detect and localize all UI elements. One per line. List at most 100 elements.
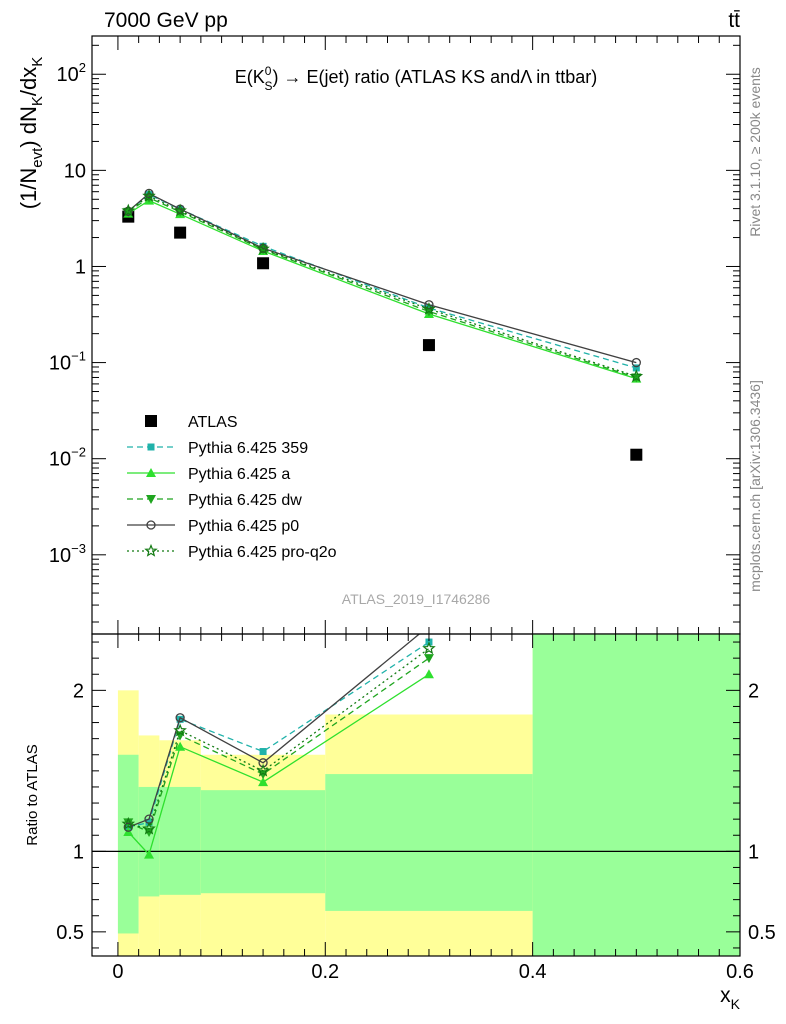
legend-label: Pythia 6.425 a bbox=[188, 466, 290, 483]
legend-label: Pythia 6.425 dw bbox=[188, 492, 302, 509]
x-tick-label: 0.4 bbox=[519, 961, 547, 983]
x-tick-label: 0 bbox=[112, 961, 123, 983]
stat-uncertainty-band bbox=[117, 754, 139, 934]
data-point bbox=[258, 245, 269, 255]
ratio-point bbox=[175, 741, 186, 751]
legend: ATLAS Pythia 6.425 359 Pythia 6.425 a Pythi… bbox=[127, 414, 337, 561]
ratio-bands bbox=[92, 634, 740, 956]
legend-marker bbox=[146, 495, 156, 504]
data-point bbox=[257, 257, 270, 270]
y-tick-label: 10 bbox=[64, 160, 86, 182]
data-point bbox=[121, 203, 136, 217]
ratio-point bbox=[259, 748, 267, 756]
main-axis-ticks: 102 10 1 10−1 10−2 10−3 bbox=[49, 36, 741, 634]
ratio-axis-ticks: 0.5 0.5 1 1 2 2 0 0.2 0.4 0.6 bbox=[56, 634, 776, 983]
legend-marker bbox=[145, 415, 157, 427]
watermark-label: ATLAS_2019_I1746286 bbox=[342, 591, 491, 607]
ratio-y-tick-label: 2 bbox=[73, 680, 84, 702]
ratio-frame bbox=[91, 633, 741, 957]
ratio-point bbox=[173, 723, 187, 737]
ratio-y-tick-label: 1 bbox=[73, 841, 84, 863]
header-right: tt̄ bbox=[728, 9, 740, 32]
series-line bbox=[127, 195, 637, 377]
chart-title: E(K0 S) → E(jet) ratio (ATLAS KS andΛ in … bbox=[235, 64, 598, 93]
legend-marker bbox=[144, 543, 158, 557]
x-tick-label: 0.6 bbox=[726, 961, 754, 983]
series-line bbox=[127, 192, 637, 364]
ratio-series-pythia-6-425-pro-q2o bbox=[121, 641, 436, 835]
ratio-point bbox=[422, 641, 436, 655]
ratio-y-tick-label-right: 2 bbox=[748, 680, 759, 702]
ratio-y-tick-label-right: 1 bbox=[748, 841, 759, 863]
data-point bbox=[629, 369, 644, 383]
legend-entry: ATLAS bbox=[145, 414, 238, 431]
data-point bbox=[142, 188, 156, 202]
ratio-panel: 0.5 0.5 1 1 2 2 0 0.2 0.4 0.6 Ratio to ATLAS xK bbox=[24, 633, 776, 1012]
series-pythia-6-425-dw bbox=[123, 193, 642, 383]
stat-uncertainty-band bbox=[200, 790, 326, 894]
series-pythia-6-425-359 bbox=[124, 191, 640, 372]
data-point bbox=[422, 339, 435, 352]
main-panel: E(K0 S) → E(jet) ratio (ATLAS KS andΛ in … bbox=[16, 35, 741, 635]
stat-uncertainty-band bbox=[138, 786, 160, 897]
stat-uncertainty-band bbox=[159, 786, 201, 895]
legend-label: ATLAS bbox=[188, 414, 238, 431]
ratio-series bbox=[121, 634, 436, 859]
legend-entry: Pythia 6.425 a bbox=[127, 466, 290, 483]
y-tick-label: 10−1 bbox=[49, 349, 86, 375]
y-axis-label: (1/Nevt) dNK/dxK bbox=[16, 57, 46, 210]
legend-entry: Pythia 6.425 pro-q2o bbox=[127, 543, 337, 561]
ratio-y-tick-label-right: 0.5 bbox=[748, 922, 776, 944]
main-series bbox=[121, 188, 644, 461]
data-point bbox=[173, 203, 187, 217]
ratio-point bbox=[258, 777, 269, 787]
legend-marker bbox=[146, 520, 156, 530]
ratio-point bbox=[144, 849, 155, 859]
legend-entry: Pythia 6.425 dw bbox=[127, 492, 302, 509]
stat-uncertainty-band bbox=[532, 634, 740, 956]
data-point bbox=[632, 364, 640, 372]
series-pythia-6-425-p0 bbox=[123, 188, 641, 368]
y-tick-label: 10−2 bbox=[49, 445, 86, 471]
mcplots-label: mcplots.cern.ch [arXiv:1306.3436] bbox=[747, 380, 763, 592]
legend-entry: Pythia 6.425 359 bbox=[127, 440, 308, 457]
header-left: 7000 GeV pp bbox=[104, 9, 228, 32]
data-point bbox=[123, 207, 134, 217]
ratio-point bbox=[423, 669, 434, 679]
legend-label: Pythia 6.425 pro-q2o bbox=[188, 544, 337, 561]
ratio-point bbox=[142, 821, 156, 835]
ratio-point bbox=[423, 654, 434, 664]
y-tick-label: 1 bbox=[75, 256, 86, 278]
ratio-line bbox=[128, 634, 421, 828]
x-axis-label: xK bbox=[720, 984, 741, 1012]
ratio-y-tick-label: 0.5 bbox=[56, 922, 84, 944]
stat-uncertainty-band bbox=[325, 774, 533, 911]
data-point bbox=[631, 357, 641, 368]
ratio-line bbox=[128, 647, 430, 830]
ratio-y-axis-label: Ratio to ATLAS bbox=[24, 744, 41, 845]
x-tick-label: 0.2 bbox=[311, 961, 339, 983]
ratio-point bbox=[123, 822, 133, 832]
y-tick-label: 10−3 bbox=[49, 541, 86, 567]
ratio-point bbox=[175, 713, 185, 723]
ratio-point bbox=[256, 763, 270, 777]
data-point bbox=[631, 373, 642, 383]
data-point bbox=[174, 226, 187, 239]
data-point bbox=[123, 206, 133, 216]
data-point bbox=[630, 448, 643, 461]
data-point bbox=[256, 241, 270, 255]
legend-entry: Pythia 6.425 p0 bbox=[127, 518, 299, 535]
y-tick-label: 102 bbox=[57, 60, 86, 86]
series-pythia-6-425-pro-q2o bbox=[121, 188, 644, 383]
ratio-point bbox=[121, 816, 136, 830]
legend-marker bbox=[146, 468, 156, 477]
ratio-series-pythia-6-425-a bbox=[123, 669, 434, 859]
data-point bbox=[422, 301, 436, 315]
legend-marker bbox=[147, 443, 155, 451]
ratio-line bbox=[128, 641, 430, 828]
rivet-label: Rivet 3.1.10, ≥ 200k events bbox=[747, 67, 763, 237]
legend-label: Pythia 6.425 p0 bbox=[188, 518, 299, 535]
legend-label: Pythia 6.425 359 bbox=[188, 440, 308, 457]
data-point bbox=[424, 300, 434, 310]
